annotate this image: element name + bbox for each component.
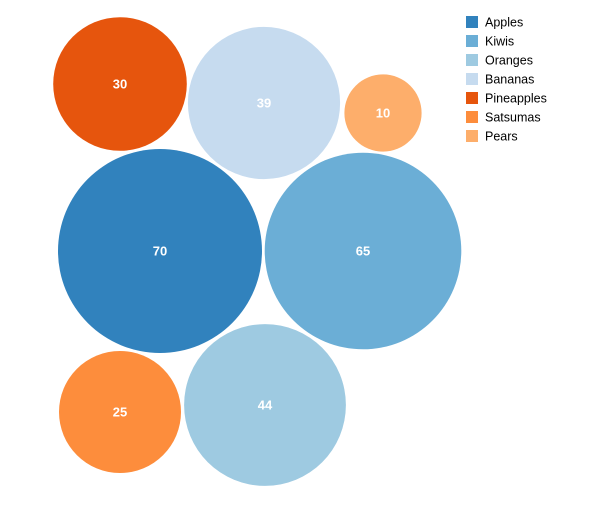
bubble-kiwis[interactable] (264, 152, 462, 350)
legend-label-apples: Apples (485, 16, 523, 30)
bubble-value-kiwis: 65 (356, 244, 370, 259)
legend-swatch-apples (466, 16, 478, 28)
bubble-bananas[interactable] (187, 26, 341, 180)
bubble-satsumas[interactable] (59, 351, 181, 473)
bubble-value-oranges: 44 (258, 398, 273, 413)
legend-swatch-pears (466, 130, 478, 142)
legend-swatch-kiwis (466, 35, 478, 47)
bubble-value-pears: 10 (376, 106, 390, 121)
legend-swatch-bananas (466, 73, 478, 85)
legend-swatch-oranges (466, 54, 478, 66)
legend-label-satsumas: Satsumas (485, 111, 541, 125)
bubble-value-pineapples: 30 (113, 77, 127, 92)
legend-swatch-satsumas (466, 111, 478, 123)
legend-swatch-pineapples (466, 92, 478, 104)
legend-label-kiwis: Kiwis (485, 35, 514, 49)
legend-label-pears: Pears (485, 130, 518, 144)
legend: Apples Kiwis Oranges Bananas Pineapples Satsu… (466, 16, 547, 144)
bubble-value-apples: 70 (153, 244, 167, 259)
bubble-pears[interactable] (344, 74, 422, 152)
bubble-group: 70 65 44 39 30 25 10 (53, 17, 462, 486)
bubble-value-bananas: 39 (257, 96, 271, 111)
bubble-oranges[interactable] (184, 324, 346, 486)
bubble-value-satsumas: 25 (113, 405, 127, 420)
legend-label-oranges: Oranges (485, 54, 533, 68)
bubble-apples[interactable] (58, 149, 262, 353)
legend-label-pineapples: Pineapples (485, 92, 547, 106)
bubble-pineapples[interactable] (53, 17, 187, 151)
legend-label-bananas: Bananas (485, 73, 534, 87)
